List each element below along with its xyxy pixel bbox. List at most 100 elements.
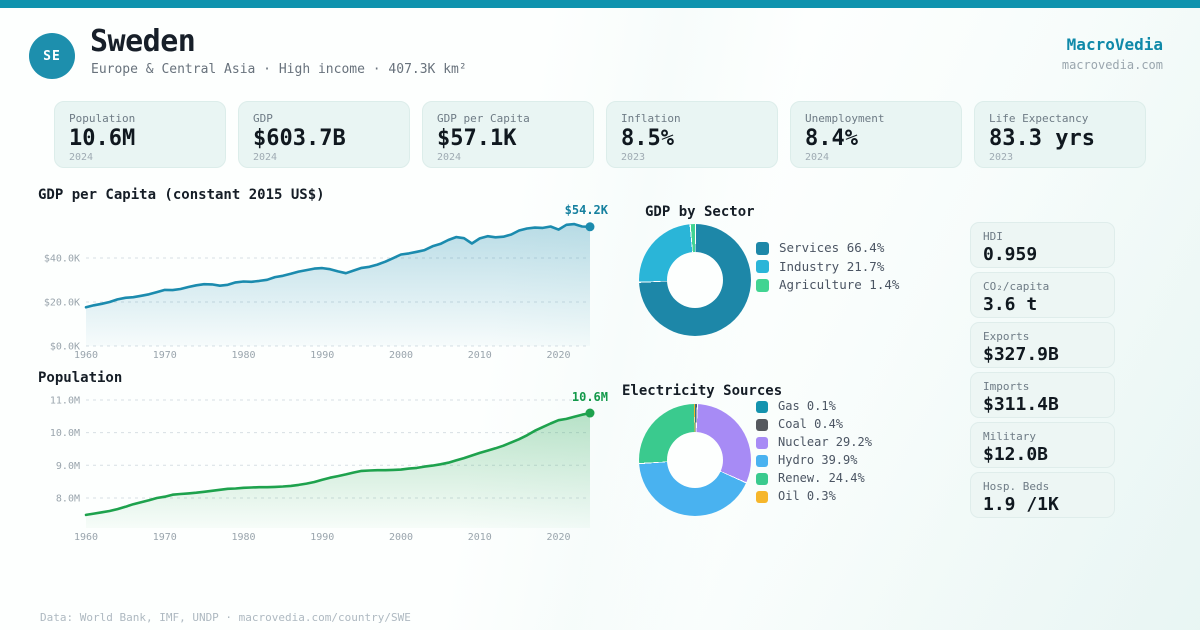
population-chart-title: Population	[38, 370, 123, 386]
side-value: $327.9B	[983, 344, 1059, 365]
legend-swatch	[756, 490, 768, 503]
side-card-hdi: HDI 0.959	[970, 222, 1115, 268]
side-label: CO₂/capita	[983, 280, 1050, 293]
gdp-per-capita-chart: $0.0K $20.0K $40.0K 1960 1970 1980 1990 2000 201…	[44, 203, 609, 361]
legend-item: Coal 0.4%	[756, 417, 872, 432]
stat-year: 2024	[437, 152, 462, 164]
stat-cards-row: Population 10.6M 2024 GDP $603.7B 2024 G…	[54, 101, 1146, 168]
y-axis-tick: 9.0M	[56, 461, 80, 472]
stat-card-gdp-per-capita: GDP per Capita $57.1K 2024	[422, 101, 594, 168]
legend-item: Gas 0.1%	[756, 399, 872, 414]
side-card-military: Military $12.0B	[970, 422, 1115, 468]
side-label: HDI	[983, 230, 1003, 243]
data-line	[84, 411, 592, 517]
stat-value: 8.5%	[621, 126, 674, 151]
top-accent-bar	[0, 0, 1200, 8]
end-point-dot	[585, 222, 595, 232]
country-flag-badge: SE	[29, 33, 75, 79]
side-value: 0.959	[983, 244, 1038, 265]
y-axis-tick: $20.0K	[44, 298, 80, 309]
x-axis-tick: 2000	[389, 350, 413, 361]
legend-item: Hydro 39.9%	[756, 453, 872, 468]
legend-label: Industry 21.7%	[779, 258, 885, 274]
stat-label: GDP	[253, 112, 273, 125]
side-card-imports: Imports $311.4B	[970, 372, 1115, 418]
x-axis-tick: 2000	[389, 532, 413, 543]
side-label: Hosp. Beds	[983, 480, 1050, 493]
data-line	[84, 222, 592, 309]
area-fill	[86, 413, 590, 528]
end-point-label: $54.2K	[565, 203, 609, 217]
brand-block: MacroVedia macrovedia.com	[1062, 35, 1163, 72]
side-label: Exports	[983, 330, 1030, 343]
donut-hole	[667, 252, 723, 308]
footer-attribution: Data: World Bank, IMF, UNDP · macrovedia…	[40, 611, 411, 624]
gdp-sector-title: GDP by Sector	[645, 204, 755, 220]
legend-item: Renew. 24.4%	[756, 471, 872, 486]
legend-swatch	[756, 436, 768, 449]
country-meta: Europe & Central Asia · High income · 40…	[91, 62, 467, 77]
x-axis-tick: 1980	[231, 350, 255, 361]
side-card-co2: CO₂/capita 3.6 t	[970, 272, 1115, 318]
legend-item: Nuclear 29.2%	[756, 435, 872, 450]
stat-year: 2023	[989, 152, 1014, 164]
stat-value: 8.4%	[805, 126, 858, 151]
end-point-label: 10.6M	[572, 390, 608, 404]
electricity-title: Electricity Sources	[622, 383, 783, 399]
legend-item: Oil 0.3%	[756, 489, 872, 504]
population-chart: 8.0M 9.0M 10.0M 11.0M 1960 1970 1980 1990 2000 20…	[50, 390, 608, 543]
gdp-chart-title: GDP per Capita (constant 2015 US$)	[38, 187, 325, 203]
legend-swatch	[756, 260, 769, 274]
stat-value: $603.7B	[253, 126, 346, 151]
stat-card-life-expectancy: Life Expectancy 83.3 yrs 2023	[974, 101, 1146, 168]
stat-label: Unemployment	[805, 112, 885, 125]
side-card-exports: Exports $327.9B	[970, 322, 1115, 368]
side-label: Military	[983, 430, 1036, 443]
side-value: 1.9 /1K	[983, 494, 1059, 515]
end-point-dot	[585, 408, 595, 418]
side-label: Imports	[983, 380, 1030, 393]
stat-label: Life Expectancy	[989, 112, 1089, 125]
legend-label: Renew. 24.4%	[778, 471, 865, 485]
stat-card-unemployment: Unemployment 8.4% 2024	[790, 101, 962, 168]
brand-name: MacroVedia	[1066, 35, 1163, 54]
stat-year: 2024	[805, 152, 830, 164]
stat-year: 2024	[253, 152, 278, 164]
legend-label: Gas 0.1%	[778, 399, 836, 413]
x-axis-tick: 1970	[153, 350, 177, 361]
legend-label: Coal 0.4%	[778, 417, 844, 431]
y-axis-tick: $40.0K	[44, 254, 80, 265]
donut-hole	[667, 432, 723, 488]
stat-value: 83.3 yrs	[989, 126, 1095, 151]
legend-item: Services 66.4%	[756, 240, 899, 256]
legend-item: Industry 21.7%	[756, 258, 899, 275]
stat-label: GDP per Capita	[437, 112, 530, 125]
stat-label: Population	[69, 112, 136, 125]
y-axis-tick: 10.0M	[50, 428, 80, 439]
stat-card-gdp: GDP $603.7B 2024	[238, 101, 410, 168]
x-axis-tick: 2020	[546, 532, 570, 543]
y-axis-tick: 11.0M	[50, 396, 80, 407]
side-card-hospital-beds: Hosp. Beds 1.9 /1K	[970, 472, 1115, 518]
legend-item: Agriculture 1.4%	[756, 277, 900, 293]
side-cards-column: HDI 0.959 CO₂/capita 3.6 t Exports $327.…	[970, 222, 1115, 522]
electricity-donut	[639, 404, 751, 516]
legend-label: Agriculture 1.4%	[779, 277, 900, 292]
legend-swatch	[756, 241, 769, 255]
area-fill	[86, 224, 590, 346]
side-value: $311.4B	[983, 394, 1059, 415]
country-code: SE	[43, 48, 61, 64]
stat-value: $57.1K	[437, 126, 517, 151]
x-axis-tick: 1960	[74, 350, 98, 361]
legend-label: Oil 0.3%	[778, 489, 836, 503]
y-axis-tick: 8.0M	[56, 493, 80, 504]
side-value: 3.6 t	[983, 294, 1038, 315]
legend-label: Services 66.4%	[779, 240, 885, 255]
x-axis-tick: 1990	[310, 532, 334, 543]
legend-label: Hydro 39.9%	[778, 453, 858, 467]
gdp-sector-legend: Services 66.4% Industry 21.7% Agriculture …	[756, 240, 900, 297]
x-axis-tick: 1970	[153, 532, 177, 543]
side-value: $12.0B	[983, 444, 1049, 465]
y-axis-tick: $0.0K	[50, 342, 80, 353]
